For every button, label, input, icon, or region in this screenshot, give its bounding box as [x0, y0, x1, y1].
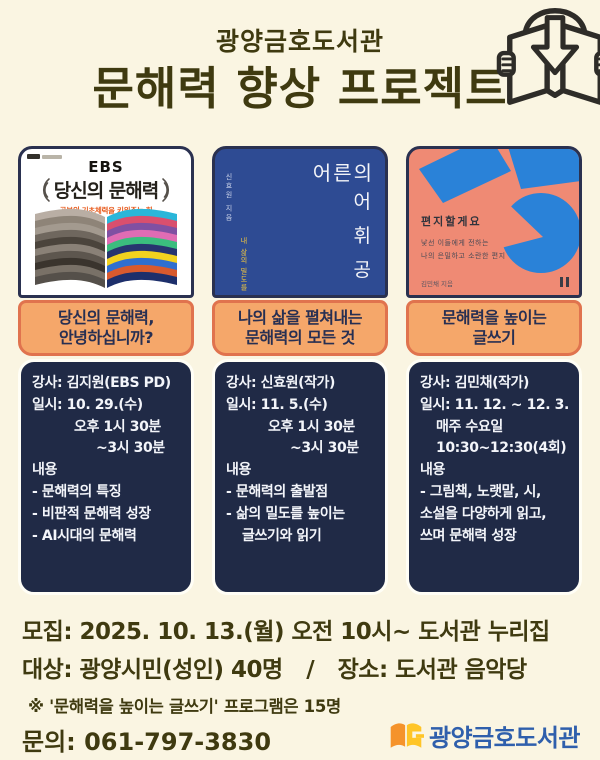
capacity-note: ※ '문해력을 높이는 글쓰기' 프로그램은 15명 [28, 697, 341, 716]
content-line: - 그림책, 노랫말, 시, [420, 484, 541, 501]
program-card-1: 강사: 김지원(EBS PD) 일시: 10. 29.(수) 오후 1시 30분… [18, 359, 194, 595]
library-logo: 광양금호도서관 [388, 718, 581, 753]
content-line: - 문해력의 출발점 [226, 484, 328, 501]
caption-line: 문해력을 높이는 [441, 307, 547, 327]
time-line: 오후 1시 30분 [74, 418, 161, 435]
contact-info: 문의: 061-797-3830 [22, 728, 272, 756]
caption-line: 나의 삶을 펼쳐내는 [238, 307, 362, 327]
book2-author: 신효원 지음 [225, 173, 233, 223]
stamp-mark [560, 277, 569, 287]
content-line: - AI시대의 문해력 [32, 527, 137, 544]
poster-title: 문해력 향상 프로젝트 [92, 62, 508, 115]
book2-title-vertical: 어 휘 공 부 [353, 187, 371, 295]
book-cover-2: 신효원 지음 어른의 어 휘 공 부 내 삶의 밀도를 [212, 146, 388, 298]
logo-text: 광양금호도서관 [428, 724, 581, 752]
content-line: - 삶의 밀도를 높이는 [226, 505, 345, 522]
program-card-2: 강사: 신효원(작가) 일시: 11. 5.(수) 오후 1시 30분 ~3시 … [212, 359, 388, 595]
caption-line: 당신의 문해력, [58, 307, 154, 327]
title-char: 부 [354, 289, 371, 295]
place-info: 장소: 도서관 음악당 [337, 657, 528, 683]
program-row: 강사: 김지원(EBS PD) 일시: 10. 29.(수) 오후 1시 30분… [18, 359, 582, 595]
title-char: 휘 [353, 225, 371, 247]
book3-subtitle: 낯선 이들에게 전하는 나의 은밀하고 소란한 편지 [421, 237, 506, 262]
book-cover-3: 편지할게요 낯선 이들에게 전하는 나의 은밀하고 소란한 편지 김민채 지음 [406, 146, 582, 298]
book-row: EBS 당신의 문해력 공부의 기초체력을 키워주는 힘 [18, 146, 582, 356]
target-info: 대상: 광양시민(성인) 40명 [22, 657, 283, 683]
book2-side-note: 내 삶의 밀도를 [240, 236, 248, 291]
subtitle-line: 나의 은밀하고 소란한 편지 [421, 251, 506, 260]
book-card-eoreunui-eohwi-gongbu: 신효원 지음 어른의 어 휘 공 부 내 삶의 밀도를 나의 삶을 펼쳐내는 문… [212, 146, 388, 356]
book1-title: 당신의 문해력 [53, 180, 159, 202]
abstract-blue-shapes-illustration [419, 149, 579, 273]
library-name: 광양금호도서관 [215, 27, 384, 56]
person-reading-book-icon [496, 8, 600, 105]
book1-brand: EBS [88, 158, 124, 176]
time-line: 10:30~12:30(4회) [436, 440, 567, 457]
book-card-dangsinui-munhaeryeok: EBS 당신의 문해력 공부의 기초체력을 키워주는 힘 [18, 146, 194, 356]
title-char: 어 [353, 191, 371, 213]
content-line: - 문해력의 특징 [32, 484, 122, 501]
time-line: ~3시 30분 [96, 440, 165, 457]
date-line: 일시: 10. 29.(수) [32, 396, 143, 413]
separator: / [306, 657, 315, 683]
book3-title: 편지할게요 [421, 215, 482, 228]
book-cover-1: EBS 당신의 문해력 공부의 기초체력을 키워주는 힘 [18, 146, 194, 298]
caption-line: 안녕하십니까? [58, 328, 154, 347]
content-line: - 비판적 문해력 성장 [32, 505, 151, 522]
content-line: 소설을 다양하게 읽고, [420, 505, 547, 522]
rainbow-open-book-illustration [35, 208, 177, 288]
target-place-info: 대상: 광양시민(성인) 40명 / 장소: 도서관 음악당 [22, 650, 527, 684]
laurel-right-icon [162, 177, 170, 202]
content-line: 글쓰기와 읽기 [242, 527, 322, 544]
time-line: ~3시 30분 [290, 440, 359, 457]
time-line: 매주 수요일 [436, 418, 503, 435]
content-label: 내용 [226, 462, 251, 479]
content-line: 쓰며 문해력 성장 [420, 527, 517, 544]
caption-line: 글쓰기 [472, 328, 516, 347]
book3-caption-banner: 문해력을 높이는 글쓰기 [406, 300, 582, 356]
instructor-line: 강사: 김지원(EBS PD) [32, 375, 171, 391]
book1-caption-banner: 당신의 문해력, 안녕하십니까? [18, 300, 194, 356]
date-line: 일시: 11. 12. ~ 12. 3. [420, 396, 569, 413]
book2-title-top: 어른의 [312, 161, 374, 185]
caption-line: 문해력의 모든 것 [245, 328, 355, 347]
book3-author: 김민채 지음 [421, 280, 453, 288]
book-card-pyeonji-halgeyo: 편지할게요 낯선 이들에게 전하는 나의 은밀하고 소란한 편지 김민채 지음 … [406, 146, 582, 356]
subtitle-line: 낯선 이들에게 전하는 [421, 239, 489, 247]
content-label: 내용 [32, 462, 57, 479]
recruit-info: 모집: 2025. 10. 13.(월) 오전 10시~ 도서관 누리집 [22, 619, 550, 645]
book2-caption-banner: 나의 삶을 펼쳐내는 문해력의 모든 것 [212, 300, 388, 356]
instructor-line: 강사: 김민채(작가) [420, 375, 530, 391]
time-line: 오후 1시 30분 [268, 418, 355, 435]
open-book-logo-icon [390, 722, 424, 748]
book1-tagline: 공부의 기초체력을 키워주는 힘 [59, 206, 153, 215]
title-char: 공 [353, 259, 371, 281]
content-label: 내용 [420, 462, 445, 479]
laurel-left-icon [42, 177, 50, 202]
program-card-3: 강사: 김민채(작가) 일시: 11. 12. ~ 12. 3. 매주 수요일 … [406, 359, 582, 595]
instructor-line: 강사: 신효원(작가) [226, 375, 336, 391]
publisher-mark [27, 154, 62, 159]
date-line: 일시: 11. 5.(수) [226, 396, 328, 413]
